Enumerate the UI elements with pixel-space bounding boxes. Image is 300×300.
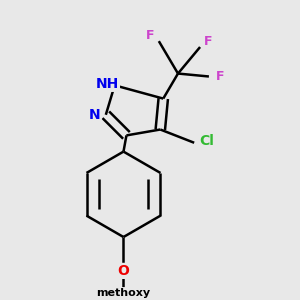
Text: F: F: [204, 35, 213, 48]
Text: methoxy: methoxy: [96, 288, 151, 298]
Text: NH: NH: [96, 77, 119, 91]
Text: methoxy: methoxy: [120, 288, 127, 289]
Text: O: O: [118, 264, 129, 278]
Text: N: N: [89, 108, 100, 122]
Text: Cl: Cl: [199, 134, 214, 148]
Text: F: F: [216, 70, 224, 83]
Text: F: F: [146, 29, 155, 42]
Text: methoxy: methoxy: [124, 292, 130, 293]
Text: methoxy: methoxy: [120, 294, 127, 295]
